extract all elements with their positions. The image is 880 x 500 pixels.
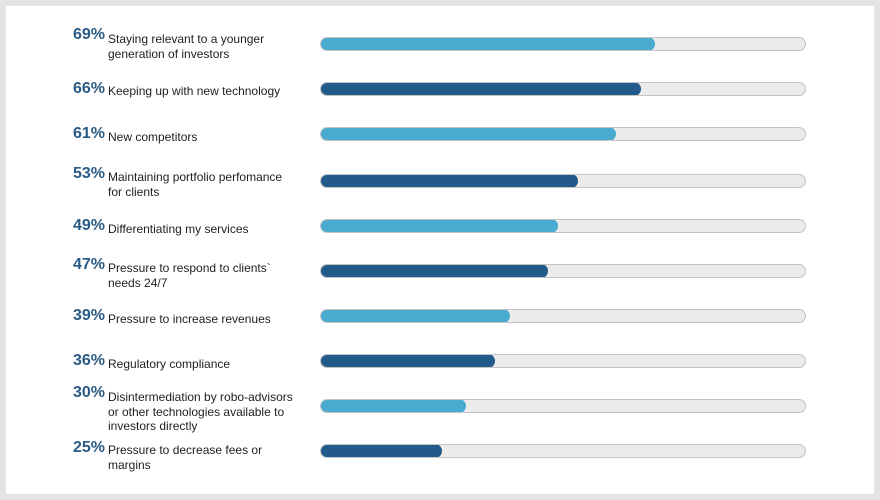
bar xyxy=(321,355,495,367)
bar xyxy=(321,83,641,95)
bar xyxy=(321,220,558,232)
bar-track xyxy=(320,37,806,51)
bar-track xyxy=(320,127,806,141)
category-label: Differentiating my services xyxy=(108,222,249,236)
bar-track xyxy=(320,354,806,368)
bar-track xyxy=(320,219,806,233)
category-label: Keeping up with new technology xyxy=(108,84,281,98)
percent-label: 39% xyxy=(72,307,105,324)
bar xyxy=(321,400,466,412)
percent-label: 49% xyxy=(72,217,105,234)
percent-label: 47% xyxy=(72,256,105,273)
percent-label: 69% xyxy=(72,26,105,43)
percent-label: 36% xyxy=(72,352,105,369)
bar-track xyxy=(320,174,806,188)
category-label: Regulatory compliance xyxy=(108,357,231,371)
bar-track xyxy=(320,264,806,278)
percent-label: 25% xyxy=(72,439,105,456)
chart-card: 69% Staying relevant to a younger generat… xyxy=(6,6,874,494)
bar xyxy=(321,175,578,187)
bar xyxy=(321,445,442,457)
bar-track xyxy=(320,399,806,413)
percent-label: 53% xyxy=(72,165,105,182)
bar xyxy=(321,310,510,322)
category-label: Pressure to decrease fees or margins xyxy=(108,443,263,472)
percent-label: 66% xyxy=(72,80,105,97)
bar xyxy=(321,128,616,140)
category-label: Staying relevant to a younger generation… xyxy=(108,32,265,61)
percent-label: 30% xyxy=(72,384,105,401)
percent-label: 61% xyxy=(72,125,105,142)
category-label: Pressure to respond to clients` needs 24… xyxy=(108,261,271,290)
bar-track xyxy=(320,82,806,96)
category-label: Disintermediation by robo-advisors or ot… xyxy=(108,390,293,433)
category-label: Pressure to increase revenues xyxy=(108,312,271,326)
bar-track xyxy=(320,309,806,323)
bar-track xyxy=(320,444,806,458)
category-label: Maintaining portfolio perfomance for cli… xyxy=(108,170,283,199)
category-label: New competitors xyxy=(108,130,198,144)
bar xyxy=(321,38,655,50)
bar xyxy=(321,265,548,277)
